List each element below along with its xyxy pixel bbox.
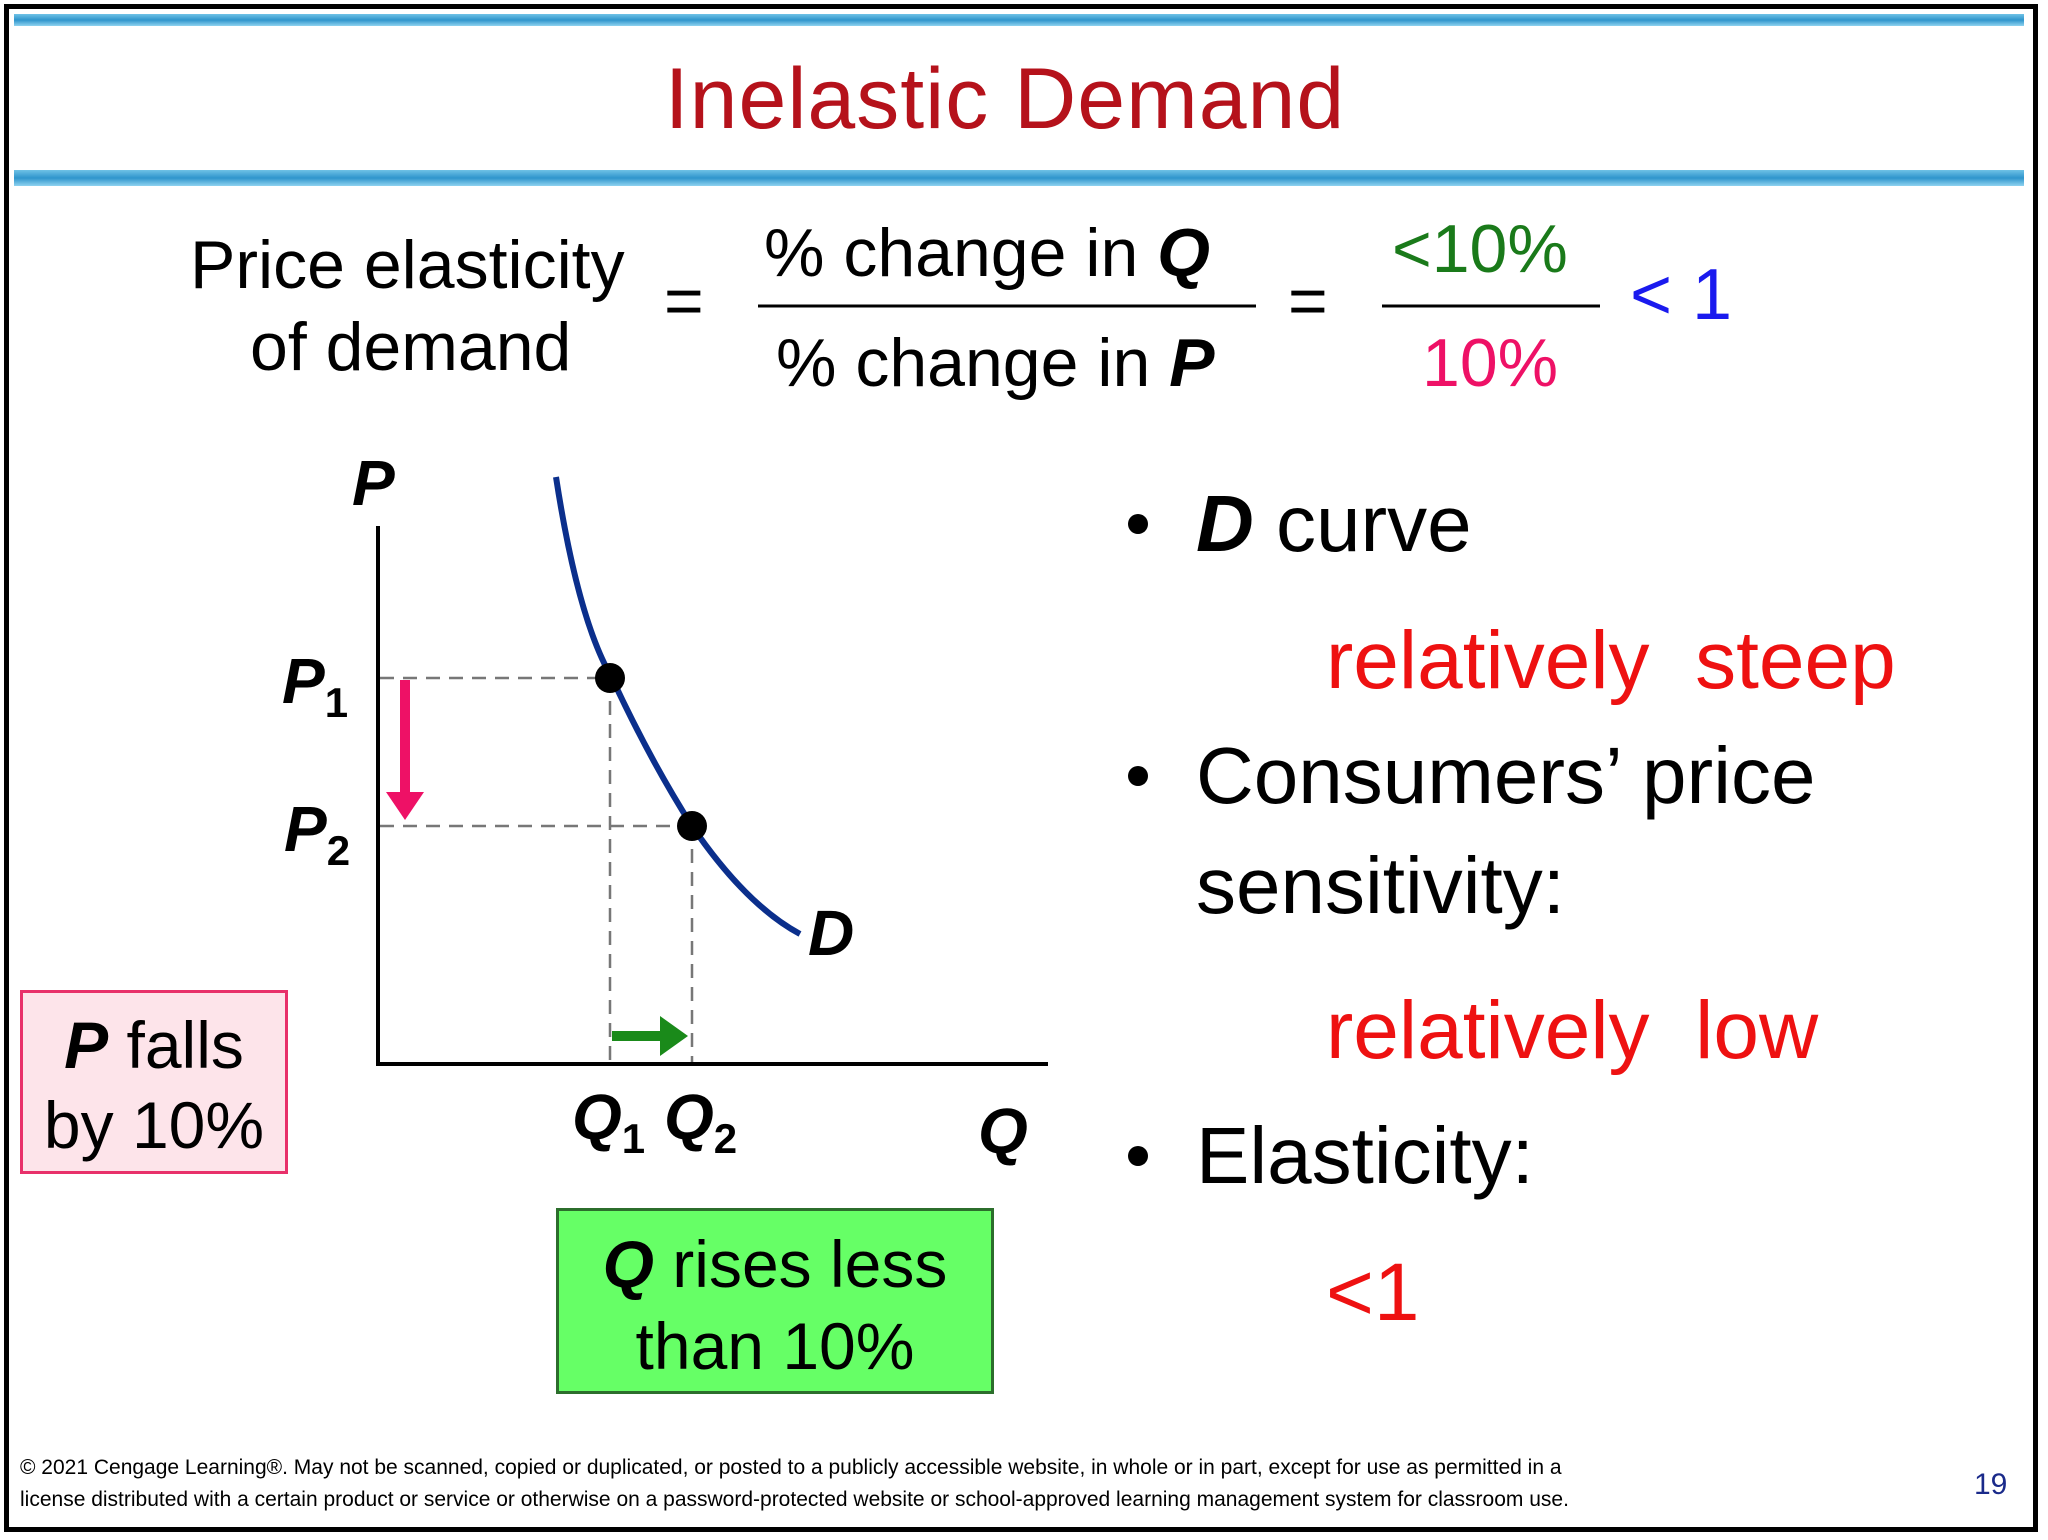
p2-label: P2 <box>284 792 350 875</box>
bullet-2-line2: sensitivity: <box>1196 841 1565 930</box>
price-fall-callout: P falls by 10% <box>20 990 288 1174</box>
formula-denominator-text: % change in <box>776 325 1170 401</box>
formula-lhs-line2: of demand <box>250 309 572 385</box>
formula-equals-1: = <box>664 263 704 339</box>
quantity-rise-callout-line1: Q rises less <box>559 1223 991 1305</box>
price-fall-callout-line1: P falls <box>23 1005 285 1085</box>
formula-denominator-var: P <box>1169 325 1215 401</box>
curve-label: D <box>808 897 855 969</box>
q1-label-sub: 1 <box>621 1114 646 1162</box>
copyright-line-1: © 2021 Cengage Learning®. May not be sca… <box>20 1456 1562 1479</box>
slide-frame <box>4 4 2038 1532</box>
page-number: 19 <box>1974 1468 2008 1501</box>
formula-num-value: <10% <box>1392 211 1568 287</box>
q2-label-main: Q <box>664 1081 714 1153</box>
formula-equals-2: = <box>1288 263 1328 339</box>
price-fall-callout-line2: by 10% <box>43 1088 265 1162</box>
q2-label-sub: 2 <box>713 1114 738 1162</box>
p2-label-main: P <box>284 793 327 865</box>
bullet-1-answer: relatively steep <box>1326 615 1896 706</box>
formula-lhs-line1: Price elasticity <box>190 227 625 303</box>
bullet-2-answer: relatively low <box>1326 985 1819 1076</box>
bullet-2-line1: Consumers’ price <box>1196 731 1816 820</box>
formula-numerator-var: Q <box>1157 215 1211 291</box>
copyright-footer: © 2021 Cengage Learning®. May not be sca… <box>20 1452 1870 1516</box>
bullet-dot-2 <box>1128 766 1148 786</box>
x-axis-label: Q <box>978 1095 1028 1167</box>
point-p2-q2 <box>677 811 707 841</box>
q1-label-main: Q <box>572 1081 622 1153</box>
bullet-3-answer: <1 <box>1326 1247 1420 1338</box>
formula-numerator-text: % change in <box>764 215 1158 291</box>
quantity-rise-callout-line2: than 10% <box>635 1309 915 1383</box>
copyright-line-2: license distributed with a certain produ… <box>20 1488 1569 1511</box>
bullet-dot-1 <box>1128 514 1148 534</box>
q1-label: Q1 <box>572 1080 645 1163</box>
p2-label-sub: 2 <box>326 826 351 874</box>
bullet-dot-3 <box>1128 1146 1148 1166</box>
demand-curve <box>553 476 802 937</box>
slide-title: Inelastic Demand <box>664 51 1346 147</box>
price-fall-arrow <box>386 680 424 820</box>
p1-label-main: P <box>282 645 325 717</box>
quantity-rise-callout: Q rises less than 10% <box>556 1208 994 1394</box>
quantity-rise-callout-text1: rises less <box>653 1227 948 1301</box>
p1-label-sub: 1 <box>324 678 349 726</box>
point-p1-q1 <box>595 663 625 693</box>
quantity-rise-callout-var: Q <box>602 1227 654 1301</box>
title-bar-top <box>14 14 2024 26</box>
bullet-1-text: D curve <box>1196 478 1472 570</box>
formula-result: < 1 <box>1630 255 1733 335</box>
y-axis-label: P <box>352 447 395 519</box>
bullet-3-text: Elasticity: <box>1196 1111 1534 1200</box>
title-bar-bottom <box>14 170 2024 186</box>
formula-numerator: % change in Q <box>764 214 1210 292</box>
formula-denominator: % change in P <box>776 324 1215 402</box>
quantity-rise-arrow <box>612 1016 688 1056</box>
p1-label: P1 <box>282 644 348 727</box>
formula-den-value: 10% <box>1422 325 1559 401</box>
bullet-1-var: D <box>1196 479 1254 568</box>
price-fall-callout-var: P <box>64 1008 109 1082</box>
q2-label: Q2 <box>664 1080 737 1163</box>
bullet-1-label: curve <box>1253 479 1472 568</box>
price-fall-callout-text1: falls <box>108 1008 244 1082</box>
